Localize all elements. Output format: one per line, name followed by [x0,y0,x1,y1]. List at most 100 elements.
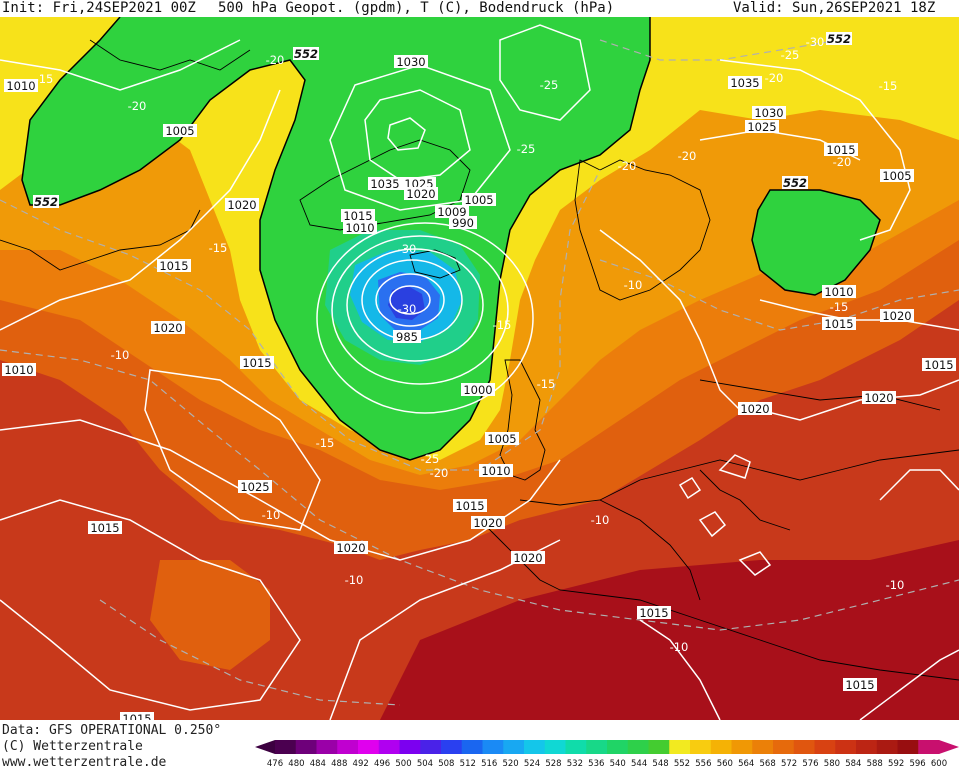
pressure-label: 1020 [511,551,545,565]
pressure-label: 1015 [922,358,956,372]
scale-tick-label: 520 [502,759,518,769]
svg-text:1020: 1020 [336,541,365,555]
svg-text:-10: -10 [624,278,643,292]
color-scale: 476 480 484 488 492 496 500 504 508 512 516 520 524 5… [255,740,959,769]
temperature-label: -30 [806,35,825,49]
scale-tick-label: 508 [438,759,454,769]
color-scale-bars [255,740,959,754]
svg-text:552: 552 [294,47,318,61]
temperature-labels: -15 -20 -20 -15 -10 -15 -10 -25 -20 -30 … [35,35,905,654]
temperature-label: -30 [398,242,417,256]
svg-text:1015: 1015 [242,356,271,370]
temperature-label: -20 [833,155,852,169]
scale-swatch [441,740,463,754]
scale-swatch [461,740,483,754]
scale-swatch [876,740,898,754]
scale-swatch [482,740,504,754]
scale-tick-label: 580 [824,759,840,769]
scale-tick-label: 548 [652,759,668,769]
scale-swatch [793,740,815,754]
temperature-label: -30 [398,302,417,316]
svg-text:1015: 1015 [122,712,151,720]
pressure-label: 1020 [334,541,368,555]
pressure-label: 985 [393,330,421,344]
scale-tick-label: 496 [374,759,390,769]
temperature-label: -25 [781,48,800,62]
pressure-labels: 1010 1005 1015 1020 1010 1015 1020 1025 … [2,55,956,720]
scale-swatch [316,740,338,754]
temperature-label: -10 [591,513,610,527]
svg-text:1010: 1010 [345,221,374,235]
svg-text:1030: 1030 [754,106,783,120]
svg-text:1005: 1005 [882,169,911,183]
svg-text:-20: -20 [678,149,697,163]
svg-text:-15: -15 [537,377,556,391]
geopotential-label: 552 [782,176,808,190]
scale-tick-label: 564 [738,759,754,769]
scale-swatch [773,740,795,754]
scale-tick-label: 476 [267,759,283,769]
temperature-label: -10 [886,578,905,592]
pressure-label: 1005 [880,169,914,183]
pressure-label: 1035 [728,76,762,90]
svg-text:1005: 1005 [464,193,493,207]
temperature-label: -25 [540,78,559,92]
svg-text:552: 552 [783,176,807,190]
svg-text:1035: 1035 [370,177,399,191]
svg-text:1005: 1005 [165,124,194,138]
pressure-label: 1020 [225,198,259,212]
scale-swatch [918,740,940,754]
geopotential-label: 552 [33,195,59,209]
pressure-label: 1025 [745,120,779,134]
svg-text:-15: -15 [879,79,898,93]
scale-swatch [544,740,566,754]
pressure-label: 1015 [822,317,856,331]
scale-swatch [420,740,442,754]
temperature-label: -15 [316,436,335,450]
pressure-label: 1010 [822,285,856,299]
scale-tick-label: 484 [310,759,326,769]
svg-text:-15: -15 [493,318,512,332]
pressure-label: 1020 [151,321,185,335]
svg-text:1005: 1005 [487,432,516,446]
temperature-label: -15 [35,72,54,86]
temperature-label: -10 [111,348,130,362]
scale-tick-label: 504 [417,759,433,769]
scale-tick-label: 516 [481,759,497,769]
pressure-label: 1025 [238,480,272,494]
scale-tick-label: 560 [717,759,733,769]
scale-swatch [565,740,587,754]
weather-map: 1010 1005 1015 1020 1010 1015 1020 1025 … [0,17,959,720]
svg-text:985: 985 [396,330,418,344]
pressure-label: 1005 [163,124,197,138]
color-scale-labels: 476 480 484 488 492 496 500 504 508 512 516 520 524 5… [267,759,947,769]
scale-swatch [835,740,857,754]
svg-text:-30: -30 [806,35,825,49]
pressure-label: 1015 [843,678,877,692]
svg-text:1015: 1015 [455,499,484,513]
scale-tick-label: 492 [353,759,369,769]
temperature-label: -10 [345,573,364,587]
temperature-label: -10 [262,508,281,522]
map-title: 500 hPa Geopot. (gpdm), T (C), Bodendruc… [218,0,615,16]
valid-time: Valid: Sun,26SEP2021 18Z [733,0,936,16]
pressure-label: 1015 [637,606,671,620]
svg-text:-10: -10 [670,640,689,654]
scale-tick-label: 480 [288,759,304,769]
temperature-label: -25 [421,452,440,466]
pressure-label: 1015 [453,499,487,513]
scale-tick-label: 600 [931,759,947,769]
svg-text:1030: 1030 [396,55,425,69]
svg-text:552: 552 [827,32,851,46]
svg-text:-10: -10 [111,348,130,362]
scale-tick-label: 512 [460,759,476,769]
pressure-label: 1010 [4,79,38,93]
svg-text:1020: 1020 [513,551,542,565]
pressure-label: 1020 [738,402,772,416]
svg-text:1015: 1015 [826,143,855,157]
scale-tick-label: 568 [760,759,776,769]
scale-swatch [275,740,297,754]
scale-swatch [752,740,774,754]
temperature-label: -10 [670,640,689,654]
coastlines [0,39,959,681]
